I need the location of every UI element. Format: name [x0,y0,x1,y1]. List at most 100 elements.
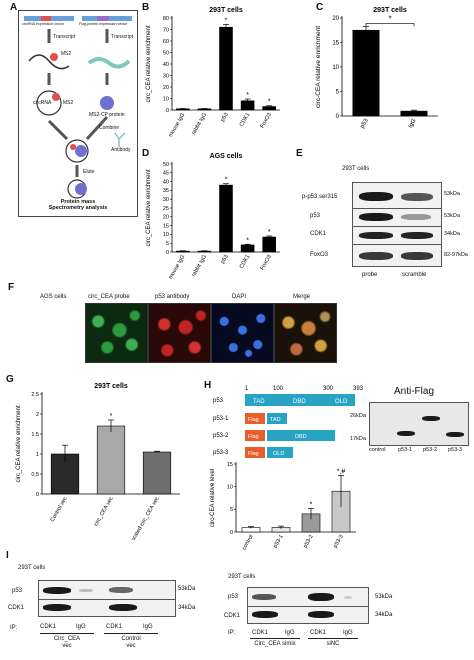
panel-f-header-2: DAPI [232,294,247,300]
domain-old-3 [267,447,293,458]
chart-C-ytick-label-3: 15 [332,40,339,46]
chart-H-xlabel-3: p53-3 [332,534,344,549]
panel-i-right-cell: 293T cells [228,574,256,580]
micrograph-p53-antibody [148,303,211,363]
label-ms2-b: MS2 [63,100,74,106]
panel-label-h: H [204,380,212,391]
h-pos-3: 393 [353,386,364,392]
chart-D-ytick-label-10: 50 [163,162,169,168]
chart-B-xlabel-1: rabbit IgG [191,112,208,136]
h-pos-1: 100 [273,386,284,392]
domain-tad [245,394,275,406]
chart-B-ytick-label-3: 30 [163,73,169,79]
chart-D-ytick-label-0: 0 [166,250,169,256]
panel-h-blot-lane-3: p53-3 [448,447,463,453]
chart-C-xlabel-1: IgG [408,118,418,130]
panel-i-right-lane-1: IgG [285,630,295,636]
label-flag-vector: Flag-protein expression vector [79,22,128,26]
micrograph-circ-cea-probe [85,303,148,363]
chart-C-ytick-label-2: 10 [332,65,339,71]
panel-h-blot-title: Anti-Flag [394,386,435,397]
chart-D-sig-2: * [225,177,228,184]
panel-i-right-row-0: p53 [228,594,239,600]
label-elute: Elute [83,169,95,175]
h-dom-tad-1: TAD [270,417,281,423]
panel-i-left-row-0: p53 [12,588,23,594]
rna-strand-icon [28,54,70,70]
chart-D-ytick-label-5: 25 [163,206,169,212]
panel-i-left-size-1: 34kDa [178,605,196,611]
panel-i-left-blot-1 [38,599,176,617]
antibody-icon [114,132,126,147]
chart-D-ytick-label-9: 45 [163,171,169,177]
h-dom-dbd-2: DBD [295,434,307,440]
panel-e-row-label-0: p-p53 ser315 [302,194,338,200]
chart-G-xlabel-0: Control vec [50,496,69,523]
chart-D-ytick-label-3: 15 [163,223,169,229]
panel-i-right-group-0: Circ_CEA simix [254,641,296,647]
chart-C-ytick-label-0: 0 [336,114,340,120]
chart-H-sig-2: * [310,501,313,508]
chart-B-ytick-label-5: 50 [163,50,169,56]
domain-dbd-2 [267,430,335,441]
panel-e-blot-2 [352,226,442,245]
domain-dbd [275,394,329,406]
panel-i-left-lane-2: CDK1 [106,624,123,630]
panel-e-title: 293T cells [342,166,370,172]
chart-B-ytick-label-8: 80 [163,16,169,22]
panel-i-left-row-1: CDK1 [8,605,25,611]
chart-G-sig-1: * [110,413,113,420]
panel-i-left-lane-0: CDK1 [40,624,57,630]
panel-label-f: F [8,282,15,293]
panel-e-blot-0 [352,182,442,210]
h-flag-2: Flag [248,434,259,440]
chart-G-xlabel-2: truncated circ_CEA vec [127,496,161,540]
chart-C-bar-0 [352,29,380,117]
panel-label-i: I [6,550,9,561]
chart-B-title: 293T cells [209,7,243,14]
panel-label-c: C [316,2,324,13]
chart-C-ytick-label-4: 20 [332,16,339,22]
chart-H-ylabel: circ-CEA relative level [210,469,216,527]
chart-D-ytick-label-8: 40 [163,179,169,185]
ms2cp-protein-icon [100,96,114,110]
panel-f-header-0: circ_CEA probe [88,294,130,300]
chart-B-sig-4: * [268,99,271,106]
panel-i-left-ip: IP: [10,625,18,631]
panel-h-blot-size-0: 26kDa [350,413,366,419]
label-ms-analysis: Protein mass Spectrometry analysis [48,199,108,211]
chart-B-xlabel-0: mouse IgG [168,112,187,138]
chart-h: 0 5 10 15 circ-CEA relative level control p53-… [210,462,356,551]
panel-f-header-1: p53 antibody [155,294,190,300]
h-construct-label-0: p53 [213,398,224,404]
panel-i-right-ip: IP: [228,630,236,636]
h-flag-3: Flag [248,451,259,457]
chart-D-xlabel-3: CDK1 [239,254,252,270]
panel-label-e: E [296,148,303,159]
panel-i-right-size-0: 53kDa [375,594,393,600]
chart-D-bar-4 [262,236,276,253]
chart-H-ytick-label-2: 10 [227,484,233,490]
panel-i-left-bracket-1 [104,633,158,634]
panel-e-size-1: 53kDa [444,213,460,219]
panel-i-left-lane-3: IgG [143,624,153,630]
panel-e-size-2: 34kDa [444,231,460,237]
chart-D-ylabel: circ_CEA relative enrichment [146,169,152,246]
h-pos-2: 300 [323,386,334,392]
h-construct-label-3: p53-3 [213,450,229,456]
panel-e-blot-1 [352,208,442,227]
panel-a-schematic: circRNA expression vector Flag-protein e… [18,10,138,217]
label-ms2cp: MS2-CP protein [89,112,125,118]
flag-tag-3 [245,447,265,458]
chart-H-sig-3: *,# [337,468,346,475]
chart-D-ytick-label-1: 5 [166,241,169,247]
chart-H-xlabel-0: control [241,534,254,551]
chart-D-ytick-label-4: 20 [163,215,169,221]
chart-g: 293T cells 0 0.5 1 1.5 2 2.5 circ_CEA relative … [16,383,180,540]
label-circrna-vector: circRNA expression vector [22,22,65,26]
chart-D-xlabel-0: mouse IgG [168,254,187,280]
chart-G-xlabel-1: circ_CEA vec [93,496,115,528]
chart-d: AGS cells 0 5 10 15 20 25 30 35 40 45 50 circ_CEA re… [146,153,280,280]
panel-i-right-lane-0: CDK1 [252,630,269,636]
chart-G-ytick-label-5: 2.5 [31,392,39,398]
